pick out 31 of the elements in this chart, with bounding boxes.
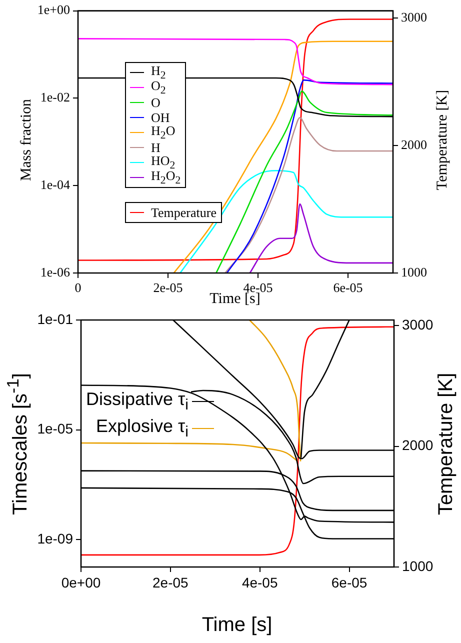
y2-tick-label: 1000 [401, 264, 427, 280]
x-axis-title: Time [s] [202, 614, 272, 636]
y2-axis-title: Temperature [K] [434, 90, 450, 190]
y2-tick-label: 3000 [402, 316, 434, 333]
y-tick-label: 1e-01 [37, 310, 74, 327]
y-tick-label: 1e-09 [37, 530, 74, 546]
legend-label: O [151, 94, 160, 110]
y2-tick-label: 1000 [402, 558, 434, 574]
y-tick-label: 1e-06 [40, 264, 70, 280]
legend-label: Dissipative τ$_{i}$ [86, 389, 188, 414]
y2-tick-label: 2000 [401, 136, 427, 152]
legend-label: H$_{2}$O [151, 123, 176, 142]
y-tick-label: 1e+00 [37, 2, 70, 18]
x-tick-label: 6e-05 [333, 280, 363, 296]
y-axis-title: Mass fraction [18, 98, 34, 182]
x-tick-label: 2e-05 [152, 574, 189, 590]
y-tick-label: 1e-05 [37, 420, 74, 437]
x-tick-label: 0e+00 [61, 574, 101, 590]
legend-label: H [151, 140, 160, 156]
legend-label: OH [151, 110, 170, 126]
y2-tick-label: 2000 [402, 437, 434, 454]
y-tick-label: 1e-04 [40, 177, 70, 192]
y2-axis-title: Temperature [K] [435, 372, 457, 515]
x-tick-label: 4e-05 [242, 574, 278, 590]
legend-label: Temperature [151, 204, 216, 220]
x-tick-label: 2e-05 [153, 280, 183, 296]
y2-tick-label: 3000 [401, 9, 427, 24]
legend-label: Explosive τ$_{i}$ [96, 416, 188, 441]
x-tick-label: 0 [74, 280, 82, 296]
y-tick-label: 1e-02 [40, 90, 70, 105]
x-tick-label: 6e-05 [331, 574, 368, 590]
